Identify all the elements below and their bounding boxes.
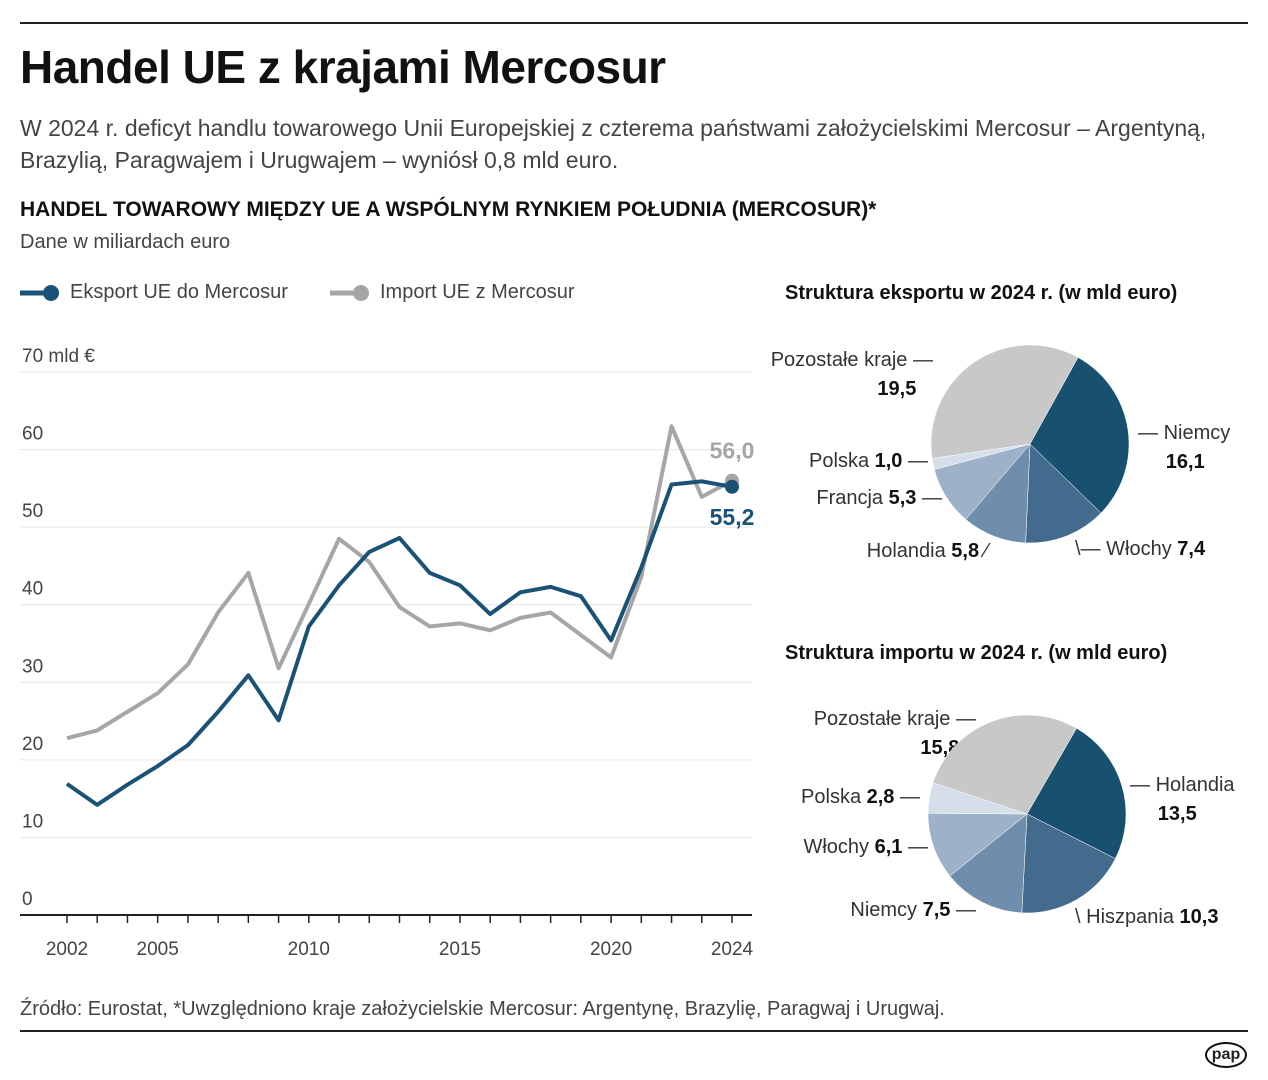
y-tick-label: 30 <box>22 656 43 677</box>
source-note: Źródło: Eurostat, *Uwzględniono kraje za… <box>20 998 945 1020</box>
y-tick-label: 70 mld € <box>22 346 95 367</box>
pie-label: — Holandia 13,5 <box>1130 774 1235 825</box>
pie-slice <box>1021 813 1116 914</box>
pie-label: Niemcy 7,5 — <box>850 899 976 921</box>
pap-logo: pap <box>1205 1042 1247 1068</box>
legend-import: Import UE z Mercosur <box>380 281 575 303</box>
pie-slice <box>927 813 1028 877</box>
pie-slice <box>932 714 1077 815</box>
pie-slice <box>1025 443 1102 544</box>
pie-label: Polska 1,0 — <box>809 450 928 472</box>
series-line-import <box>66 424 733 741</box>
pie-label: \— Włochy 7,4 <box>1075 538 1206 560</box>
y-tick-label: 40 <box>22 579 43 600</box>
y-tick-label: 50 <box>22 501 43 522</box>
y-tick-label: 20 <box>22 734 43 755</box>
pie-label: — Niemcy 16,1 <box>1138 422 1231 473</box>
x-tick-label: 2010 <box>288 939 330 960</box>
x-tick-label: 2024 <box>711 939 754 960</box>
legend-marker <box>353 285 369 301</box>
pie-label: Pozostałe kraje —19,5 <box>770 349 933 400</box>
pie-label: Holandia 5,8 ⁄ <box>866 540 988 562</box>
pie-slice <box>930 344 1079 459</box>
series-line-export <box>65 479 733 807</box>
import-pie-title: Struktura importu w 2024 r. (w mld euro) <box>785 642 1168 664</box>
pie-label: Pozostałe kraje —15,8 <box>813 708 976 759</box>
pie-label: \ Hiszpania 10,3 <box>1075 906 1219 928</box>
x-tick-label: 2020 <box>590 939 632 960</box>
pie-label: Francja 5,3 — <box>816 487 942 509</box>
x-tick-label: 2005 <box>137 939 179 960</box>
bottom-rule <box>20 1030 1248 1032</box>
export-pie-title: Struktura eksportu w 2024 r. (w mld euro… <box>785 282 1178 304</box>
pie-label: Włochy 6,1 — <box>803 836 928 858</box>
legend-marker <box>43 285 59 301</box>
x-tick-label: 2015 <box>439 939 481 960</box>
chart-heading: HANDEL TOWAROWY MIĘDZY UE A WSPÓLNYM RYN… <box>20 198 877 221</box>
end-value-label: 55,2 <box>710 504 755 530</box>
series-end-point <box>725 479 739 494</box>
unit-note: Dane w miliardach euro <box>20 231 231 253</box>
page-title: Handel UE z krajami Mercosur <box>20 41 666 93</box>
y-tick-label: 60 <box>22 424 43 445</box>
top-rule <box>20 22 1248 24</box>
y-tick-label: 10 <box>22 811 43 832</box>
legend-export: Eksport UE do Mercosur <box>70 281 288 303</box>
pie-label: Polska 2,8 — <box>801 786 920 808</box>
x-tick-label: 2002 <box>46 939 88 960</box>
pie-slice <box>949 813 1028 914</box>
pie-slice <box>1029 357 1130 514</box>
pie-slice <box>1026 727 1127 859</box>
y-tick-label: 0 <box>22 889 33 910</box>
end-value-label: 56,0 <box>710 438 755 464</box>
subtitle: W 2024 r. deficyt handlu towarowego Unii… <box>20 115 1207 173</box>
